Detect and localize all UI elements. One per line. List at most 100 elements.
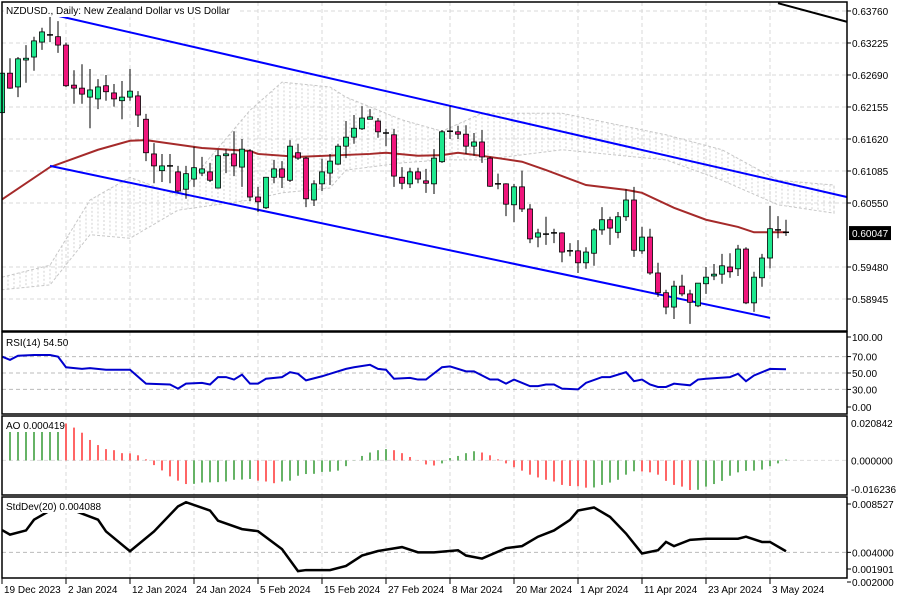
date-label: 5 Feb 2024 (260, 585, 311, 596)
price-label: 0.59480 (852, 263, 889, 274)
candle (375, 118, 381, 138)
candle (575, 240, 581, 273)
candle-body-bull (311, 183, 317, 201)
rsi-label: RSI(14) 54.50 (6, 338, 69, 349)
candle-body-bear (279, 168, 285, 178)
candle-body-bull (703, 276, 709, 285)
candle (615, 211, 621, 239)
candle-body-bear (7, 72, 13, 89)
candle-body-bull (191, 167, 197, 180)
candle (95, 79, 101, 110)
current-price-label: 0.60047 (852, 229, 889, 240)
candle-body-bull (591, 229, 597, 254)
candle-body-bear (231, 153, 237, 167)
candle (359, 106, 365, 131)
candle (231, 131, 237, 177)
candle-body-bear (71, 84, 77, 89)
candle (143, 113, 149, 162)
candle (207, 162, 213, 183)
candle-body-bull (671, 285, 677, 308)
candle (423, 168, 429, 193)
candle (119, 80, 125, 120)
candle-body-bull (695, 282, 701, 307)
candle (135, 91, 141, 128)
candle (303, 156, 309, 208)
candle (751, 271, 757, 312)
candle (7, 58, 13, 89)
candle-body-bull (127, 90, 133, 98)
candle-body-bull (343, 136, 349, 147)
candle-body-bull (599, 219, 605, 231)
candlesticks (0, 13, 789, 324)
candle (215, 149, 221, 189)
date-label: 20 Mar 2024 (516, 585, 573, 596)
candle-body-bull (15, 58, 21, 88)
rsi-axis-label: 30.00 (852, 385, 877, 396)
candle (391, 128, 397, 187)
ao-axis-label: 0.020842 (851, 419, 893, 430)
candle (63, 42, 69, 87)
candle-body-bear (295, 152, 301, 159)
candle (783, 219, 789, 236)
candle (543, 216, 549, 245)
indicators (1, 353, 787, 573)
candle-body-bull (327, 160, 333, 174)
candle-body-bull (623, 199, 629, 218)
candle (319, 158, 325, 192)
candle-body-bull (223, 153, 229, 157)
rsi-axis-label: 50.00 (852, 369, 877, 380)
candle-body-bull (271, 168, 277, 178)
candle (591, 228, 597, 266)
candle (639, 226, 645, 254)
candle-body-bull (759, 257, 765, 279)
candle (567, 243, 573, 257)
candle-body-bear (207, 171, 213, 181)
candle-body-bear (79, 87, 85, 95)
candle (127, 68, 133, 101)
candle (631, 186, 637, 257)
candle (23, 45, 29, 83)
candle (527, 204, 533, 244)
candle-body-bear (647, 236, 653, 274)
candle-body-bear (399, 176, 405, 184)
candle (535, 228, 541, 248)
title-bg (4, 3, 240, 17)
candle (487, 156, 493, 187)
candle-body-bull (511, 186, 517, 206)
main-panel (1, 1, 848, 332)
candle-body-bear (455, 131, 461, 135)
date-label: 3 May 2024 (772, 585, 825, 596)
candle-body-bull (319, 171, 325, 185)
candle (55, 21, 61, 53)
candle-body-bear (63, 44, 69, 87)
candle-body-bear (303, 157, 309, 200)
price-label: 0.60550 (852, 199, 889, 210)
candle (31, 36, 37, 71)
stddev-label: StdDev(20) 0.004088 (6, 502, 102, 513)
candle (199, 156, 205, 177)
indicator-labels: NZDUSD., Daily: New Zealand Dollar vs US… (4, 3, 240, 513)
candle-body-bull (751, 276, 757, 304)
candle (71, 70, 77, 104)
stddev-panel (1, 496, 848, 579)
candle (287, 140, 293, 183)
candle (383, 128, 389, 147)
grid-lines (1, 2, 847, 578)
candle-body-bull (719, 265, 725, 275)
candle-body-bear (687, 293, 693, 303)
price-label: 0.61620 (852, 135, 889, 146)
candle (511, 183, 517, 223)
price-label: 0.63760 (852, 7, 889, 18)
stddev-axis-label: 0.001901 (852, 565, 894, 576)
candle (39, 27, 45, 50)
candle-body-bull (119, 96, 125, 102)
candle (247, 149, 253, 202)
candle (663, 289, 669, 315)
candle (503, 183, 509, 217)
panel-borders (1, 1, 848, 579)
candle (599, 207, 605, 235)
date-label: 23 Apr 2024 (708, 585, 762, 596)
candle-body-bear (175, 171, 181, 192)
candle-body-bear (423, 180, 429, 184)
